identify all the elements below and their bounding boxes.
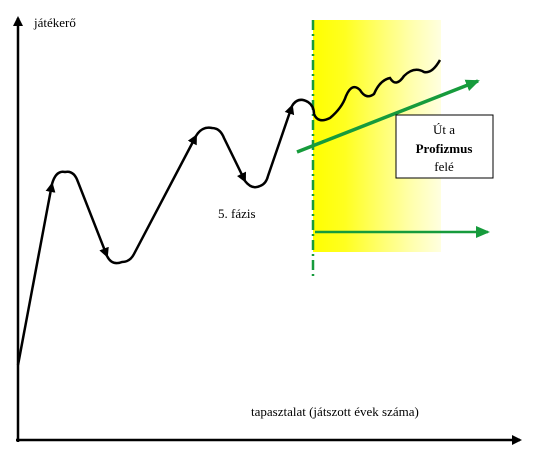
goal-text: Út a [433,122,455,137]
y-axis-label: játékerő [33,15,76,30]
trend-arrow [296,79,480,154]
goal-text: Profizmus [416,141,473,156]
x-axis-label: tapasztalat (játszott évek száma) [251,404,419,419]
goal-box [395,114,494,179]
progress-curve [16,59,442,366]
goal-text: felé [434,159,454,174]
phase-label: 5. fázis [218,206,256,221]
